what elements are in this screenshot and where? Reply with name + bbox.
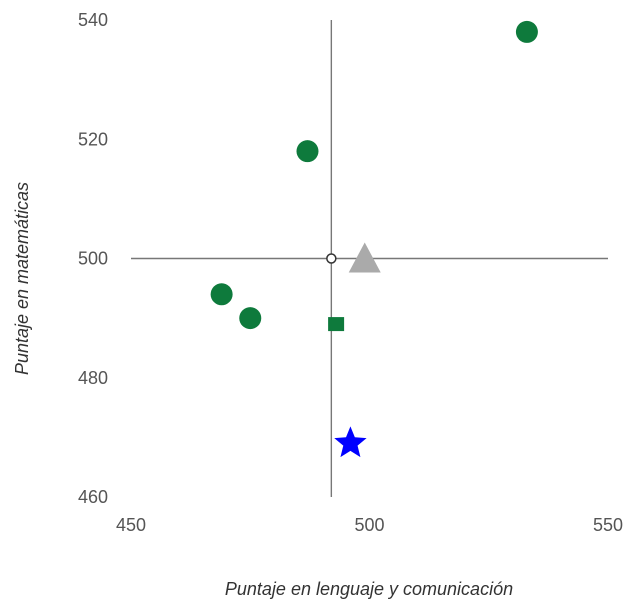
data-point-star	[334, 426, 367, 458]
x-tick-labels: 450 500 550	[116, 515, 623, 535]
y-tick-label: 500	[78, 249, 108, 269]
data-point-circle	[296, 140, 319, 163]
data-point-circle	[239, 307, 262, 330]
x-tick-label: 550	[593, 515, 623, 535]
y-tick-labels: 460 480 500 520 540	[78, 10, 108, 507]
y-tick-label: 480	[78, 368, 108, 388]
data-point-circle	[210, 283, 233, 306]
reference-marker-open-circle	[326, 253, 337, 264]
data-point-circle	[515, 20, 538, 43]
y-tick-label: 460	[78, 487, 108, 507]
x-tick-label: 450	[116, 515, 146, 535]
y-tick-label: 540	[78, 10, 108, 30]
x-axis-title: Puntaje en lenguaje y comunicación	[225, 579, 513, 599]
y-tick-label: 520	[78, 129, 108, 149]
y-axis-title: Puntaje en matemáticas	[12, 182, 32, 375]
data-point-square	[328, 317, 345, 332]
data-point-triangle	[348, 242, 381, 273]
x-tick-label: 500	[354, 515, 384, 535]
data-points	[210, 20, 538, 458]
